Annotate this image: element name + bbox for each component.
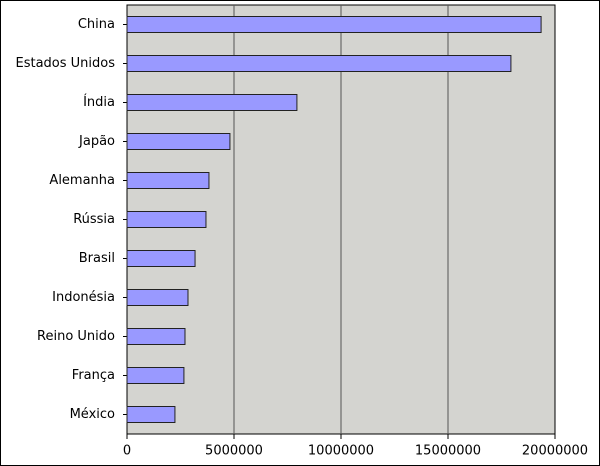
- x-tick-label: 15000000: [415, 444, 481, 459]
- y-tick-label: México: [70, 407, 115, 422]
- y-tick-label: Brasil: [79, 251, 115, 266]
- y-tick-label: Alemanha: [49, 173, 115, 188]
- bar: [126, 94, 298, 111]
- bar: [126, 250, 196, 267]
- y-tick-label: Estados Unidos: [15, 56, 115, 71]
- bar: [126, 133, 231, 150]
- y-tick-label: Índia: [83, 94, 115, 110]
- x-tick-label: 20000000: [522, 444, 588, 459]
- bar: [126, 406, 176, 423]
- bar: [126, 16, 542, 33]
- bar: [126, 367, 185, 384]
- x-tick-label: 0: [123, 444, 131, 459]
- y-tick-label: Japão: [78, 134, 115, 149]
- bar: [126, 211, 207, 228]
- y-tick-label: Reino Unido: [37, 329, 115, 344]
- bar: [126, 289, 189, 306]
- bar: [126, 328, 186, 345]
- bar: [126, 172, 210, 189]
- y-tick-label: França: [72, 368, 115, 383]
- bar: [126, 55, 512, 72]
- x-tick-label: 5000000: [205, 444, 263, 459]
- y-tick-label: China: [78, 17, 115, 32]
- y-tick-label: Indonésia: [52, 290, 115, 305]
- x-tick-label: 10000000: [308, 444, 374, 459]
- y-tick-label: Rússia: [73, 212, 115, 227]
